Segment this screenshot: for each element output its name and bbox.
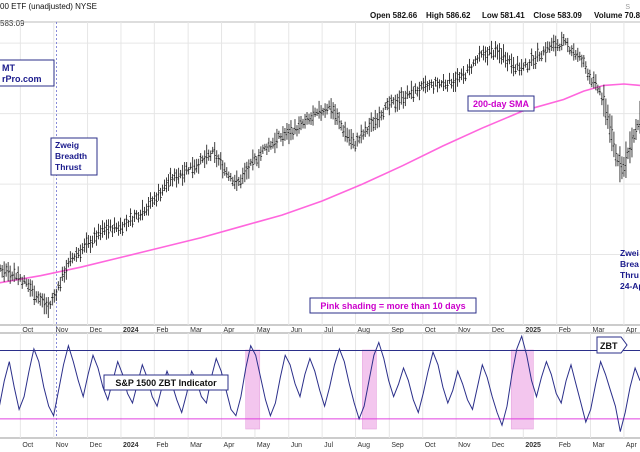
price-x-tick-label: Feb xyxy=(156,327,168,334)
zweig-right-line-1: Zwei xyxy=(620,248,639,258)
zweig-left-box xyxy=(50,137,98,176)
stat-close: Close 583.09 xyxy=(533,11,582,20)
pink-note-box xyxy=(309,297,477,314)
price-x-tick-label: Jul xyxy=(324,327,333,334)
last-price-label: 583.09 xyxy=(0,19,25,28)
price-x-tick-label: Oct xyxy=(425,327,436,334)
indicator-panel xyxy=(0,332,640,439)
indicator-x-tick-label: Jul xyxy=(324,442,333,449)
price-x-tick-label: Apr xyxy=(626,327,638,334)
stat-low: Low 581.41 xyxy=(482,11,525,20)
price-x-tick-label: Nov xyxy=(458,327,471,334)
sma-line xyxy=(0,83,640,284)
zweig-left-line-3: Thrust xyxy=(55,162,82,172)
price-x-tick-label: Dec xyxy=(492,327,505,334)
indicator-x-tick-label: Nov xyxy=(56,442,69,449)
indicator-x-tick-label: Apr xyxy=(626,442,638,449)
stat-open: Open 582.66 xyxy=(370,11,418,20)
sma-label-box xyxy=(467,95,535,112)
price-x-tick-label: Mar xyxy=(190,327,203,334)
indicator-x-tick-label: Feb xyxy=(156,442,168,449)
price-x-tick-label: Feb xyxy=(559,327,571,334)
price-x-tick-label: 2024 xyxy=(123,327,139,334)
price-x-tick-label: Apr xyxy=(224,327,236,334)
indicator-x-tick-label: Jun xyxy=(291,442,302,449)
price-x-tick-label: Dec xyxy=(90,327,103,334)
indicator-x-tick-label: Apr xyxy=(224,442,236,449)
zbt-indicator-line xyxy=(0,334,640,432)
zweig-right-line-3: Thru xyxy=(620,270,639,280)
price-stats-row: Open 582.66 High 586.62 Low 581.41 Close 58… xyxy=(370,11,640,20)
zweig-left-line-1: Zweig xyxy=(55,140,79,150)
indicator-x-tick-label: Nov xyxy=(458,442,471,449)
indicator-x-tick-label: May xyxy=(257,442,271,449)
zbt-tag-label: ZBT xyxy=(600,341,618,351)
zweig-right-line-4: 24-Ap xyxy=(620,281,640,291)
indicator-x-tick-label: Aug xyxy=(358,442,371,449)
price-x-tick-label: Jun xyxy=(291,327,302,334)
zbt-indicator-label: S&P 1500 ZBT Indicator xyxy=(115,378,217,388)
sma-label: 200-day SMA xyxy=(473,99,530,109)
indicator-x-tick-label: 2024 xyxy=(123,442,139,449)
pink-note: Pink shading = more than 10 days xyxy=(320,301,465,311)
indicator-x-tick-label: Oct xyxy=(22,442,33,449)
zbt-indicator-box xyxy=(103,374,229,391)
indicator-x-tick-label: Dec xyxy=(492,442,505,449)
indicator-x-tick-label: Sep xyxy=(391,442,404,449)
logo-line-1: MT xyxy=(2,63,15,73)
stat-high: High 586.62 xyxy=(426,11,471,20)
indicator-x-tick-label: Oct xyxy=(425,442,436,449)
zbt-tag-box xyxy=(596,336,628,354)
stat-volume: Volume 70.8M xyxy=(594,11,640,20)
price-x-tick-label: Oct xyxy=(22,327,33,334)
indicator-x-tick-label: Feb xyxy=(559,442,571,449)
logo-line-2: rPro.com xyxy=(2,74,42,84)
price-x-tick-label: Mar xyxy=(593,327,606,334)
x-axis: Oct Oct Nov Nov Dec Dec 2024 2024 Feb Feb Mar Mar Ap… xyxy=(22,327,637,449)
indicator-x-tick-label: Mar xyxy=(190,442,203,449)
corner-mark: S xyxy=(625,4,630,11)
logo-box xyxy=(0,59,55,87)
symbol-title: 00 ETF (unadjusted) NYSE xyxy=(0,2,97,11)
indicator-x-tick-label: Dec xyxy=(90,442,103,449)
price-x-tick-label: 2025 xyxy=(525,327,541,334)
indicator-x-tick-label: Mar xyxy=(593,442,606,449)
zweig-left-line-2: Breadth xyxy=(55,151,87,161)
indicator-x-tick-label: 2025 xyxy=(525,442,541,449)
price-x-tick-label: Nov xyxy=(56,327,69,334)
price-x-tick-label: Sep xyxy=(391,327,404,334)
shaded-range xyxy=(362,349,377,430)
zweig-right-line-2: Brea xyxy=(620,259,639,269)
price-panel xyxy=(0,21,640,438)
price-x-tick-label: Aug xyxy=(358,327,371,334)
price-x-tick-label: May xyxy=(257,327,271,334)
